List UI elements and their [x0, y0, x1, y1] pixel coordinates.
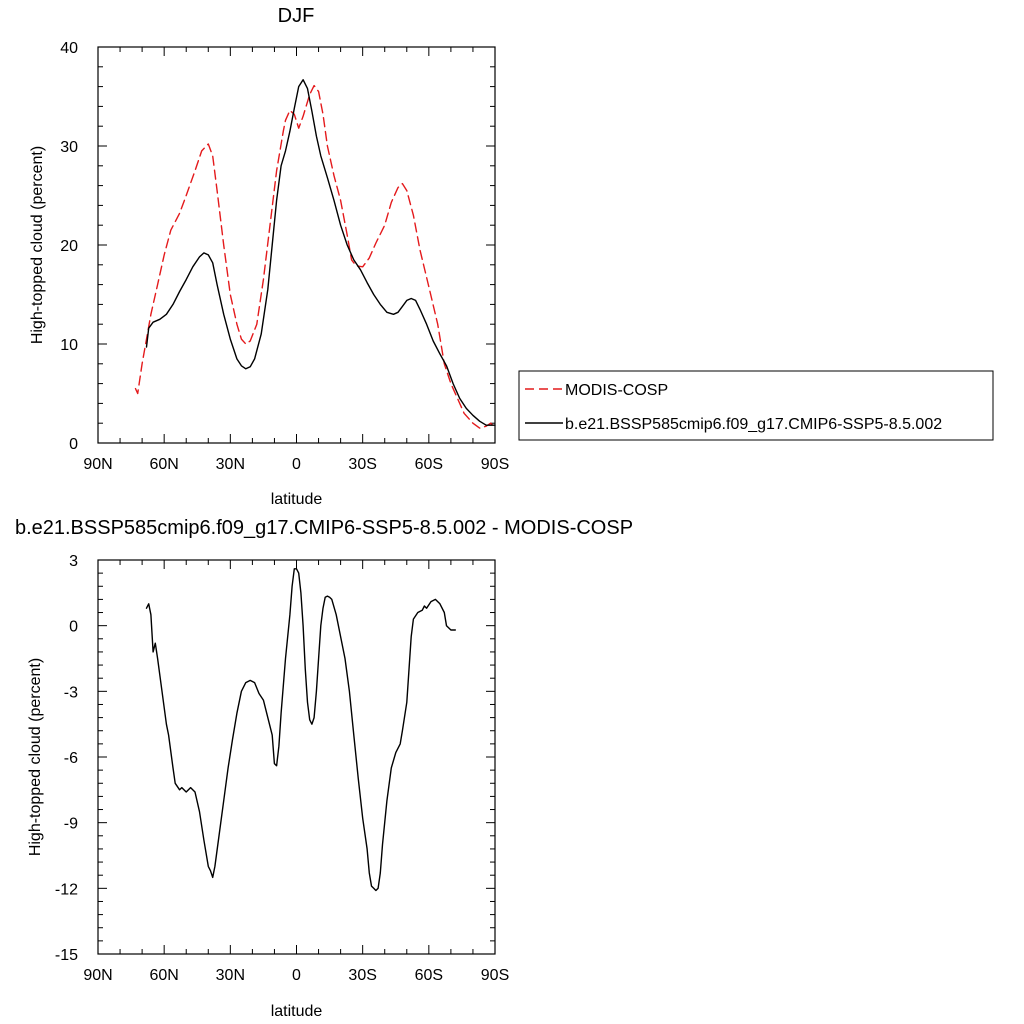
x-tick-label: 60S	[415, 456, 443, 473]
y-tick-label: 0	[69, 619, 78, 636]
x-tick-label: 60N	[149, 456, 178, 473]
y-tick-label: -15	[55, 947, 78, 964]
legend: MODIS-COSP b.e21.BSSP585cmip6.f09_g17.CMI…	[518, 370, 994, 441]
x-tick-label: 30S	[348, 456, 376, 473]
chart-panel-2: b.e21.BSSP585cmip6.f09_g17.CMIP6-SSP5-8.…	[15, 517, 633, 1020]
y-tick-label: 3	[69, 553, 78, 570]
chart-title: DJF	[278, 5, 315, 27]
y-axis-label: High-topped cloud (percent)	[29, 146, 46, 344]
legend-label: MODIS-COSP	[565, 382, 668, 399]
legend-box	[518, 370, 994, 441]
series-line-1	[145, 568, 456, 892]
legend-label: b.e21.BSSP585cmip6.f09_g17.CMIP6-SSP5-8.…	[565, 416, 942, 433]
y-tick-label: -6	[64, 750, 78, 767]
x-tick-label: 0	[292, 967, 301, 984]
x-tick-label: 30N	[216, 967, 245, 984]
plot-frame	[97, 559, 496, 955]
y-tick-label: 30	[60, 139, 78, 156]
y-tick-label: -9	[64, 816, 78, 833]
x-tick-label: 60S	[415, 967, 443, 984]
y-tick-label: 0	[69, 436, 78, 453]
chart-panel-1: DJF 90N 60N 30N 0 30S 60S 90S 0 10 20 30 40 latitude H…	[29, 5, 509, 508]
y-tick-label: -3	[64, 684, 78, 701]
y-axis-label: High-topped cloud (percent)	[27, 658, 44, 856]
y-tick-label: 40	[60, 40, 78, 57]
series-line-2	[145, 79, 496, 426]
y-tick-label: 20	[60, 238, 78, 255]
x-tick-label: 0	[292, 456, 301, 473]
chart-title: b.e21.BSSP585cmip6.f09_g17.CMIP6-SSP5-8.…	[15, 517, 633, 539]
x-tick-label: 90N	[83, 967, 112, 984]
x-tick-label: 30S	[348, 967, 376, 984]
x-axis-label: latitude	[271, 491, 323, 508]
x-tick-label: 90S	[481, 456, 509, 473]
y-tick-label: 10	[60, 337, 78, 354]
x-tick-label: 90N	[83, 456, 112, 473]
x-tick-label: 60N	[149, 967, 178, 984]
series-line-1	[134, 84, 494, 429]
y-tick-label: -12	[55, 881, 78, 898]
x-tick-label: 90S	[481, 967, 509, 984]
x-tick-label: 30N	[216, 456, 245, 473]
plot-frame	[97, 46, 496, 444]
x-axis-label: latitude	[271, 1003, 323, 1020]
